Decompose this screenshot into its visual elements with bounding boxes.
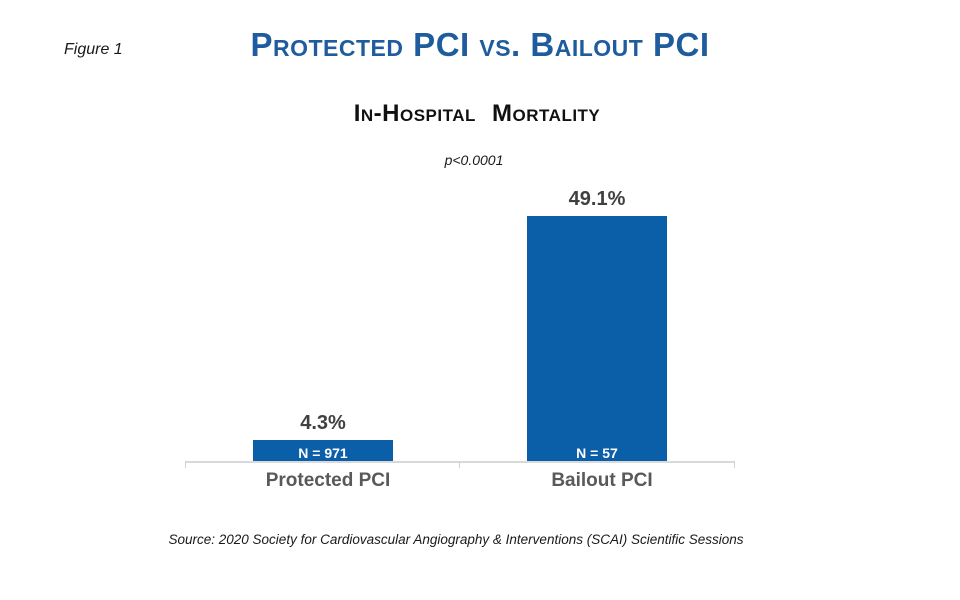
value-label-bailout-pci: 49.1% — [568, 188, 626, 210]
figure-number-label: Figure 1 — [64, 41, 123, 58]
chart-title: Protected PCI vs. Bailout PCI — [250, 26, 710, 63]
value-label-protected-pci: 4.3% — [300, 412, 346, 434]
chart-subtitle: In-Hospital Mortality — [353, 100, 601, 127]
x-axis-tick-right — [734, 462, 735, 468]
x-axis-tick-left — [185, 462, 186, 468]
bar-bailout-pci: N = 57 — [527, 216, 667, 462]
source-note: Source: 2020 Society for Cardiovascular … — [168, 532, 744, 547]
x-axis-tick-middle — [459, 462, 460, 468]
bar-group-bailout-pci: 49.1% N = 57 — [527, 188, 667, 462]
n-label-protected-pci: N = 971 — [298, 445, 348, 461]
category-label-protected-pci: Protected PCI — [265, 470, 391, 491]
bar-group-protected-pci: 4.3% N = 971 — [253, 412, 393, 462]
p-value-annotation: p<0.0001 — [444, 152, 504, 168]
category-label-bailout-pci: Bailout PCI — [551, 470, 653, 491]
n-label-bailout-pci: N = 57 — [576, 445, 618, 461]
x-axis-line — [185, 461, 735, 463]
bar-protected-pci: N = 971 — [253, 440, 393, 462]
